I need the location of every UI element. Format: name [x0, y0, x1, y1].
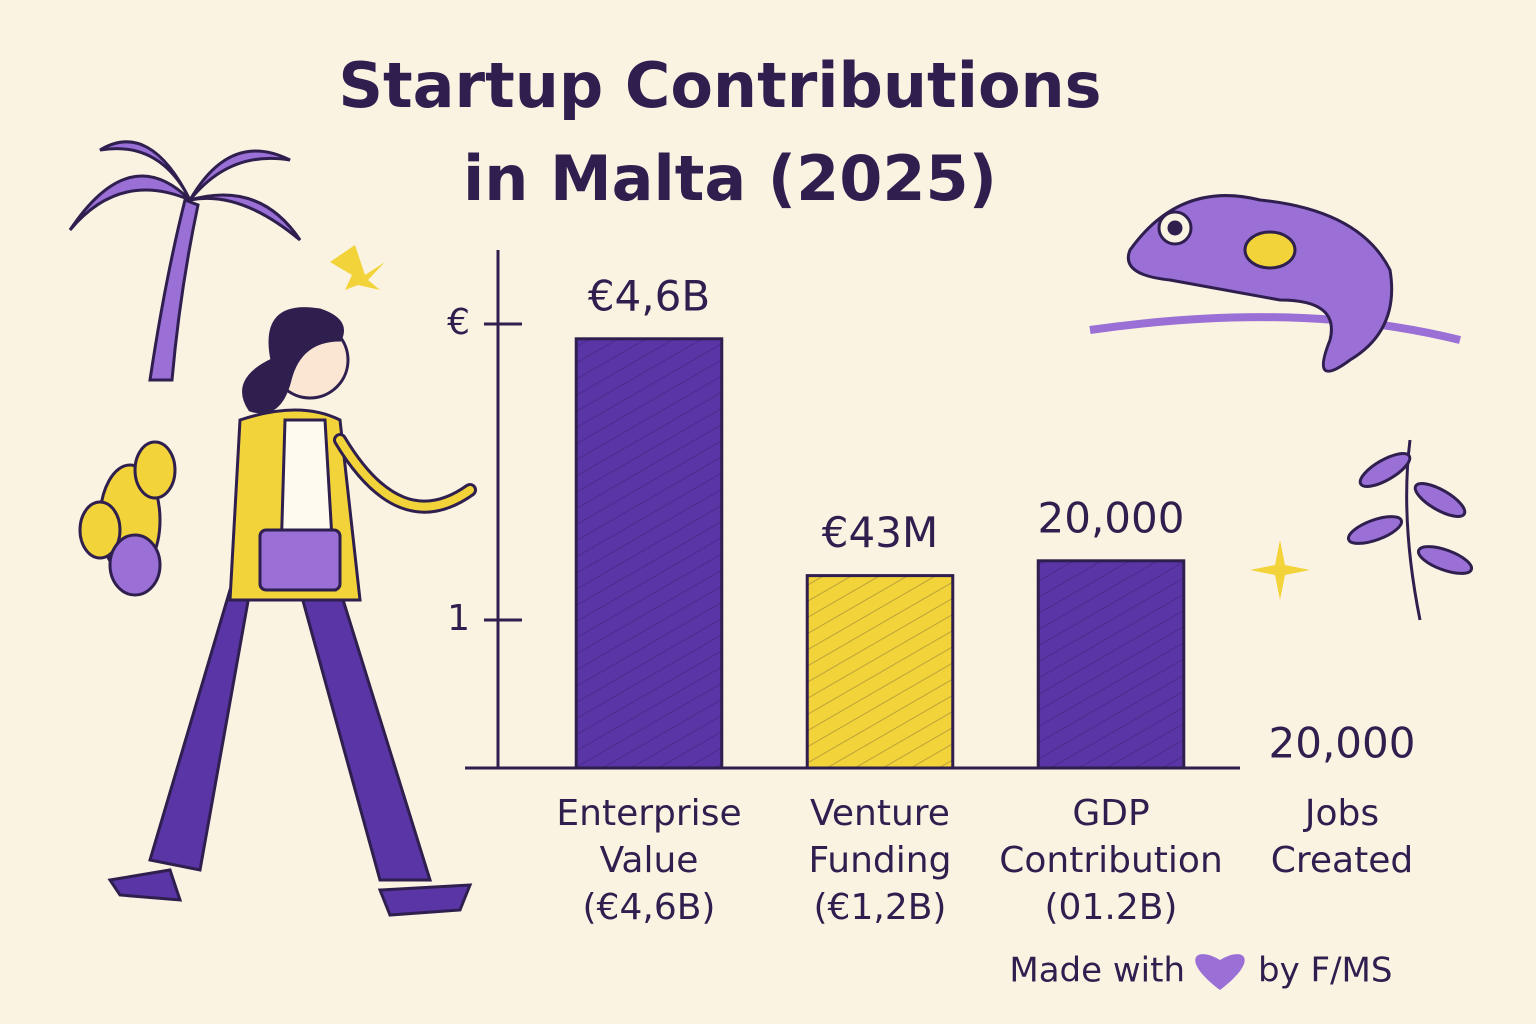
bar-annotation: 20,000	[1269, 719, 1416, 768]
x-tick-label: (€1,2B)	[814, 887, 947, 928]
footer-text: Made with	[1009, 951, 1185, 991]
x-tick-label: (€4,6B)	[583, 887, 716, 928]
bar-annotation: 20,000	[1038, 493, 1185, 542]
heart-icon	[1195, 954, 1245, 990]
cactus	[78, 440, 177, 597]
chart-title: in Malta (2025)	[463, 142, 997, 215]
x-tick-label: Venture	[810, 793, 950, 834]
footer-text: by F/MS	[1258, 951, 1392, 991]
x-tick-label: Created	[1271, 840, 1413, 881]
x-tick-label: GDP	[1072, 793, 1149, 834]
x-tick-label: Enterprise	[556, 793, 741, 834]
bar-annotation: €4,6B	[588, 271, 710, 320]
sparkle	[1250, 540, 1310, 600]
x-tick-label: Value	[600, 840, 699, 881]
bar-hatch	[1038, 560, 1184, 768]
y-tick-label: €	[447, 302, 470, 343]
flower	[330, 245, 385, 290]
palm-tree	[68, 140, 302, 382]
bar-hatch	[807, 575, 953, 768]
x-tick-label: Funding	[809, 840, 952, 881]
y-tick-label: 1	[447, 598, 470, 639]
x-tick-label: Contribution	[999, 840, 1223, 881]
x-tick-label: Jobs	[1303, 793, 1379, 834]
person	[107, 307, 477, 917]
chameleon	[1089, 194, 1461, 373]
x-tick-label: (01.2B)	[1045, 887, 1178, 928]
leaf-plant	[1346, 439, 1474, 621]
chart-title: Startup Contributions	[338, 49, 1101, 122]
bar-hatch	[576, 338, 722, 768]
bar-annotation: €43M	[822, 508, 938, 557]
